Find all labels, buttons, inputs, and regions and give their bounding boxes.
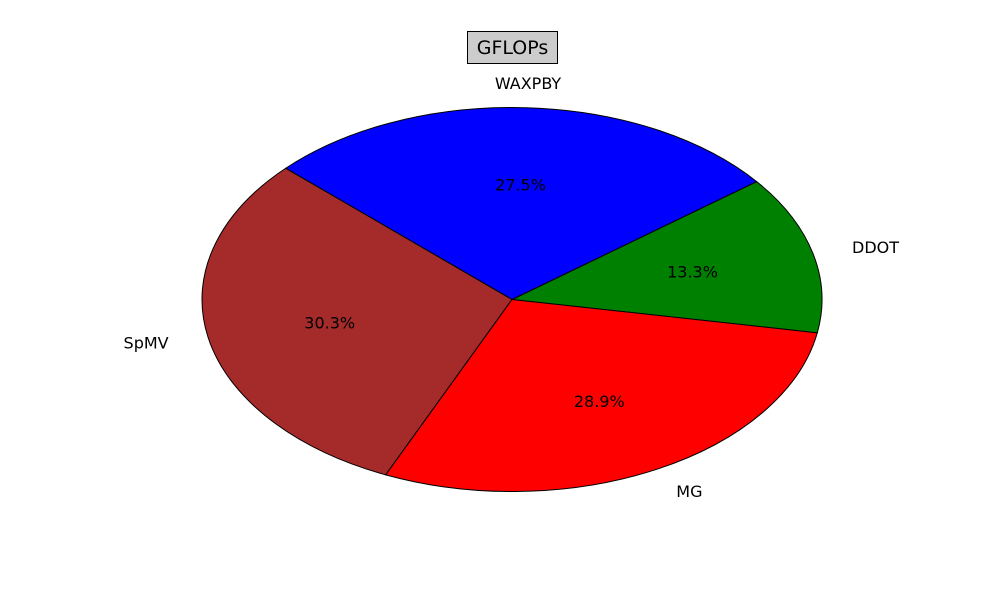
chart-title: GFLOPs — [477, 37, 549, 59]
chart-title-box — [467, 31, 558, 64]
pie-slice-ddot — [510, 181, 823, 334]
pie-slices — [201, 107, 823, 493]
slice-percent-mg: 28.9% — [574, 392, 625, 411]
slice-label-ddot: DDOT — [852, 238, 899, 257]
pie-labels: DDOT 13.3% WAXPBY 27.5% SpMV 30.3% MG 28.9% — [124, 74, 900, 501]
pie-slice-spmv — [201, 167, 513, 476]
slice-percent-spmv: 30.3% — [304, 313, 355, 332]
pie-slice-mg — [384, 298, 818, 493]
pie-slice-waxpby — [284, 107, 758, 301]
slice-percent-waxpby: 27.5% — [495, 175, 546, 194]
slice-label-waxpby: WAXPBY — [495, 74, 562, 93]
chart-title-group: GFLOPs — [467, 31, 558, 64]
slice-label-spmv: SpMV — [124, 334, 169, 353]
slice-percent-ddot: 13.3% — [667, 263, 718, 282]
slice-label-mg: MG — [676, 482, 702, 501]
